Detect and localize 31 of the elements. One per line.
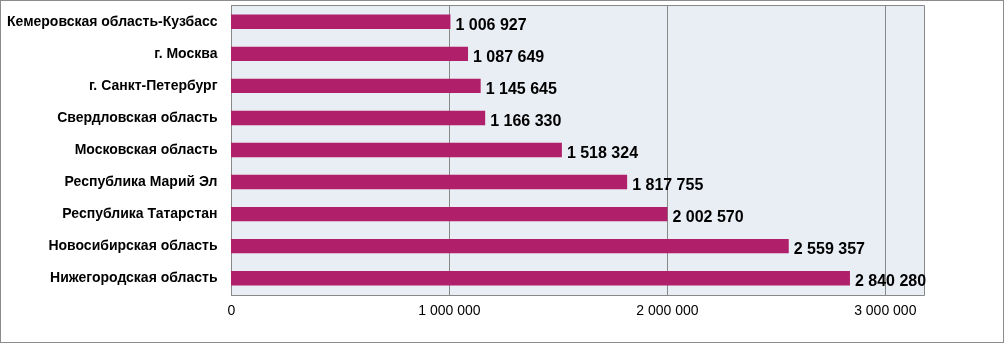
data-label: 1 518 324 [566, 144, 639, 161]
bar [231, 206, 668, 222]
data-label: 1 145 645 [485, 79, 557, 97]
y-tick-label: Республика Марий Эл [64, 173, 218, 190]
data-label: 1 817 755 [632, 176, 704, 194]
x-tick-label: 3 000 000 [854, 301, 917, 318]
y-tick-label: Кемеровская область-Кузбасс [7, 12, 218, 29]
data-label: 2 002 570 [672, 208, 744, 226]
bar [231, 270, 850, 286]
y-tick-label: Новосибирская область [48, 237, 218, 254]
data-label: 2 559 357 [793, 240, 866, 258]
bar [231, 110, 486, 126]
bar [231, 78, 481, 94]
bar [231, 142, 562, 158]
y-tick-label: г. Санкт-Петербург [88, 76, 218, 93]
bar [231, 238, 789, 254]
y-tick-label: Московская область [74, 141, 218, 157]
data-label: 2 840 280 [854, 272, 927, 290]
y-tick-label: Нижегородская область [50, 269, 218, 286]
y-tick-label: Свердловская область [57, 108, 218, 125]
x-tick-label: 2 000 000 [636, 301, 699, 318]
bar [231, 46, 469, 62]
y-tick-label: Республика Татарстан [62, 205, 218, 222]
data-label: 1 166 330 [490, 111, 562, 129]
bar [231, 14, 451, 30]
y-tick-label: г. Москва [154, 44, 218, 61]
x-tick-label: 1 000 000 [418, 301, 481, 318]
data-label: 1 087 649 [473, 47, 545, 65]
x-tick-label: 0 [227, 301, 236, 318]
bar [231, 174, 628, 190]
data-label: 1 006 927 [455, 15, 527, 33]
